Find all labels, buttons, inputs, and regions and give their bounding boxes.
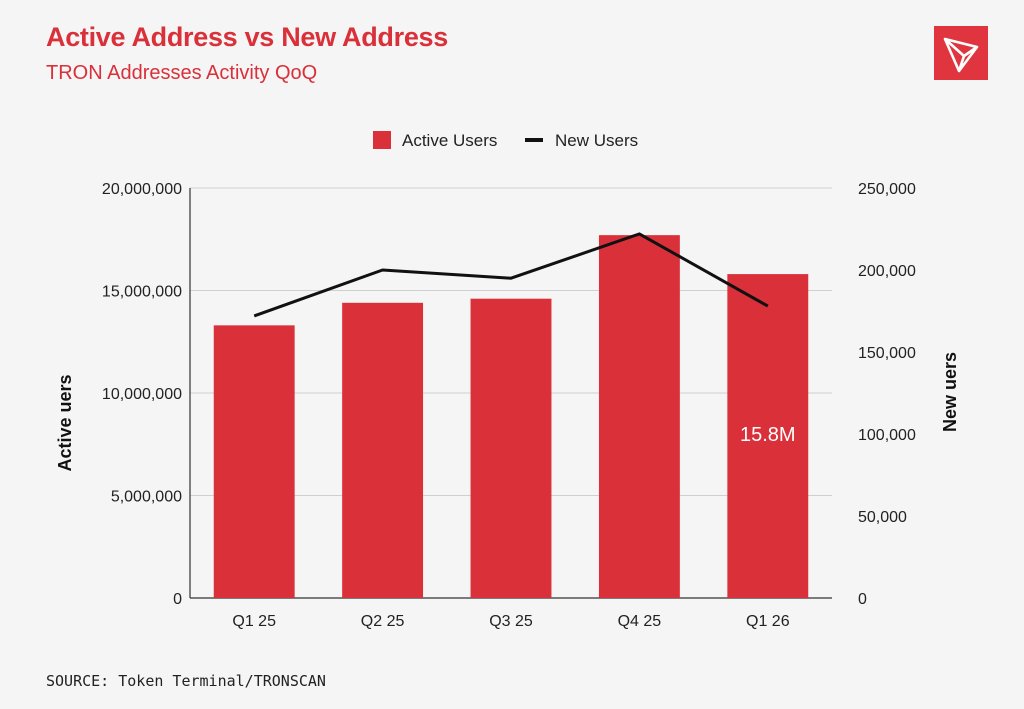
y-tick-label-left: 10,000,000: [102, 386, 182, 403]
y-axis-title-left: Active uers: [55, 374, 75, 471]
y-tick-label-left: 0: [173, 591, 182, 608]
tron-logo-icon: [934, 26, 988, 80]
source-note: SOURCE: Token Terminal/TRONSCAN: [46, 672, 326, 690]
x-tick-label: Q3 25: [489, 613, 533, 630]
bar-active-users: [213, 325, 295, 598]
y-tick-label-right: 100,000: [858, 427, 916, 444]
y-tick-label-left: 5,000,000: [111, 489, 182, 506]
bar-active-users: [727, 274, 809, 598]
y-axis-title-right: New uers: [940, 352, 960, 432]
y-tick-label-right: 50,000: [858, 509, 907, 526]
y-tick-label-right: 250,000: [858, 181, 916, 198]
bar-active-users: [470, 298, 552, 598]
bar-active-users: [598, 235, 680, 598]
y-tick-label-left: 15,000,000: [102, 284, 182, 301]
x-tick-label: Q1 25: [232, 613, 276, 630]
y-tick-label-right: 200,000: [858, 263, 916, 280]
legend-label-new-users: New Users: [555, 131, 638, 150]
y-tick-label-right: 150,000: [858, 345, 916, 362]
legend-label-active-users: Active Users: [402, 131, 497, 150]
legend-swatch-active-users: [373, 131, 391, 149]
x-tick-label: Q1 26: [746, 613, 790, 630]
legend-swatch-new-users: [525, 138, 543, 142]
x-tick-label: Q4 25: [618, 613, 662, 630]
x-tick-label: Q2 25: [361, 613, 405, 630]
chart-title: Active Address vs New Address: [46, 22, 448, 52]
bar-data-label: 15.8M: [740, 424, 796, 446]
chart-subtitle: TRON Addresses Activity QoQ: [46, 62, 318, 84]
y-tick-label-left: 20,000,000: [102, 181, 182, 198]
y-tick-label-right: 0: [858, 591, 867, 608]
bar-active-users: [342, 302, 424, 598]
line-new-users: [253, 232, 769, 318]
